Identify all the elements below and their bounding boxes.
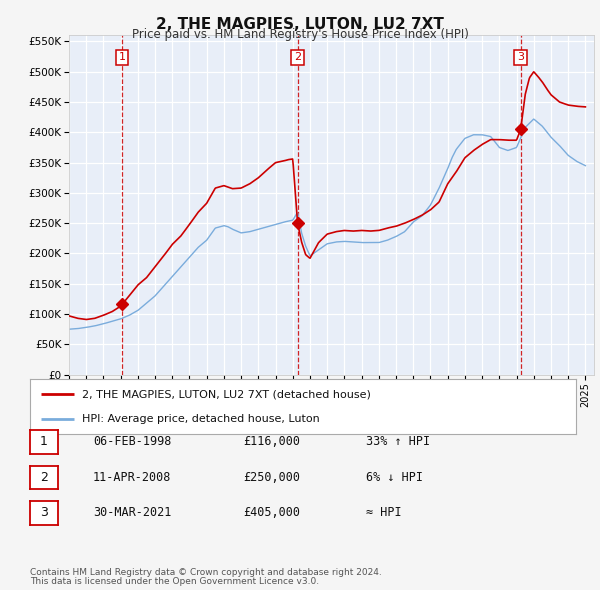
Text: 2: 2 — [40, 471, 48, 484]
Text: Price paid vs. HM Land Registry's House Price Index (HPI): Price paid vs. HM Land Registry's House … — [131, 28, 469, 41]
Text: ≈ HPI: ≈ HPI — [366, 506, 401, 519]
Text: 3: 3 — [517, 53, 524, 63]
Text: 30-MAR-2021: 30-MAR-2021 — [93, 506, 172, 519]
Text: 1: 1 — [119, 53, 125, 63]
Text: £250,000: £250,000 — [243, 471, 300, 484]
Text: 2, THE MAGPIES, LUTON, LU2 7XT (detached house): 2, THE MAGPIES, LUTON, LU2 7XT (detached… — [82, 389, 371, 399]
Text: £405,000: £405,000 — [243, 506, 300, 519]
Text: HPI: Average price, detached house, Luton: HPI: Average price, detached house, Luto… — [82, 414, 320, 424]
Text: 06-FEB-1998: 06-FEB-1998 — [93, 435, 172, 448]
Text: 2: 2 — [294, 53, 301, 63]
Text: This data is licensed under the Open Government Licence v3.0.: This data is licensed under the Open Gov… — [30, 577, 319, 586]
Text: 6% ↓ HPI: 6% ↓ HPI — [366, 471, 423, 484]
Text: 11-APR-2008: 11-APR-2008 — [93, 471, 172, 484]
Text: 3: 3 — [40, 506, 48, 519]
Text: Contains HM Land Registry data © Crown copyright and database right 2024.: Contains HM Land Registry data © Crown c… — [30, 568, 382, 577]
Text: 33% ↑ HPI: 33% ↑ HPI — [366, 435, 430, 448]
Text: £116,000: £116,000 — [243, 435, 300, 448]
Text: 2, THE MAGPIES, LUTON, LU2 7XT: 2, THE MAGPIES, LUTON, LU2 7XT — [156, 17, 444, 31]
Text: 1: 1 — [40, 435, 48, 448]
